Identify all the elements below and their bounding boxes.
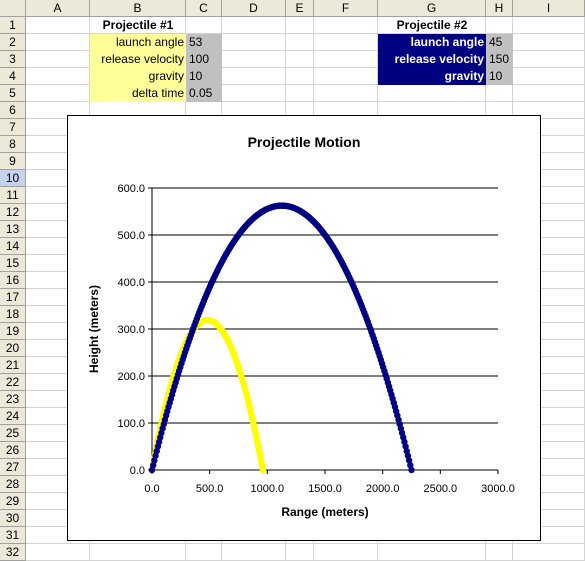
p2-value-launch-angle[interactable]: 45 [486,34,513,51]
grid-line [26,543,585,544]
column-header-h[interactable]: H [486,0,513,17]
y-tick-label: 600.0 [117,183,145,195]
row-header-21[interactable]: 21 [0,357,26,374]
data-point [408,466,415,474]
projectile-motion-chart[interactable]: Projectile Motion 0.0 100.0 200.0 300.0 400.0… [67,115,541,541]
column-header-a[interactable]: A [26,0,90,17]
p1-label-release-velocity[interactable]: release velocity [90,51,186,68]
data-point [407,462,414,469]
p1-value-release-velocity[interactable]: 100 [186,51,222,68]
data-point [259,466,267,474]
p2-value-release-velocity[interactable]: 150 [486,51,513,68]
row-header-24[interactable]: 24 [0,408,26,425]
x-tick-label: 3000.0 [481,483,515,495]
column-header-b[interactable]: B [90,0,186,17]
row-header-10[interactable]: 10 [0,170,26,187]
grid-line [26,67,585,68]
p2-label-launch-angle[interactable]: launch angle [378,34,486,51]
x-axis-label: Range (meters) [281,505,368,519]
p2-value-gravity[interactable]: 10 [486,68,513,85]
x-tick-label: 2500.0 [424,483,458,495]
grid-line [26,50,585,51]
row-header-23[interactable]: 23 [0,391,26,408]
row-header-19[interactable]: 19 [0,323,26,340]
x-tick-label: 1500.0 [308,483,342,495]
p1-value-launch-angle[interactable]: 53 [186,34,222,51]
grid-line [26,33,585,34]
row-header-30[interactable]: 30 [0,510,26,527]
y-tick-label: 300.0 [117,324,145,336]
projectile2-title[interactable]: Projectile #2 [396,18,468,32]
series-1-trajectory [148,316,267,474]
x-tick-label: 500.0 [196,483,224,495]
column-header-d[interactable]: D [222,0,286,17]
chart-title: Projectile Motion [248,134,361,150]
p1-value-delta-time[interactable]: 0.05 [186,85,222,102]
y-tick-label: 400.0 [117,277,145,289]
p2-label-release-velocity[interactable]: release velocity [378,51,486,68]
row-header-27[interactable]: 27 [0,459,26,476]
row-header-28[interactable]: 28 [0,476,26,493]
p2-label-gravity[interactable]: gravity [378,68,486,85]
grid-line [26,101,585,102]
p1-label-launch-angle[interactable]: launch angle [90,34,186,51]
data-point [148,466,156,474]
row-header-14[interactable]: 14 [0,238,26,255]
row-header-13[interactable]: 13 [0,221,26,238]
series-2-trajectory [148,202,415,474]
y-tick-label: 500.0 [117,230,145,242]
column-header-c[interactable]: C [186,0,222,17]
row-header-5[interactable]: 5 [0,85,26,102]
row-header-6[interactable]: 6 [0,102,26,119]
row-header-11[interactable]: 11 [0,187,26,204]
row-header-4[interactable]: 4 [0,68,26,85]
y-tick-label: 200.0 [117,371,145,383]
x-tick-label: 2000.0 [366,483,400,495]
row-header-29[interactable]: 29 [0,493,26,510]
row-header-31[interactable]: 31 [0,527,26,544]
row-header-25[interactable]: 25 [0,425,26,442]
row-header-18[interactable]: 18 [0,306,26,323]
chart-canvas: Projectile Motion 0.0 100.0 200.0 300.0 400.0… [87,134,515,519]
x-tick-label: 0.0 [144,483,159,495]
p1-label-gravity[interactable]: gravity [90,68,186,85]
row-header-9[interactable]: 9 [0,153,26,170]
column-header-g[interactable]: G [378,0,486,17]
row-header-32[interactable]: 32 [0,544,26,561]
row-header-17[interactable]: 17 [0,289,26,306]
y-tick-label: 0.0 [130,465,145,477]
row-header-2[interactable]: 2 [0,34,26,51]
y-axis-label: Height (meters) [87,285,101,373]
row-header-12[interactable]: 12 [0,204,26,221]
row-header-16[interactable]: 16 [0,272,26,289]
column-header-f[interactable]: F [314,0,378,17]
row-header-26[interactable]: 26 [0,442,26,459]
x-tick-label: 1000.0 [251,483,285,495]
projectile1-title[interactable]: Projectile #1 [102,18,174,32]
y-tick-label: 100.0 [117,418,145,430]
column-header-e[interactable]: E [286,0,314,17]
row-header-3[interactable]: 3 [0,51,26,68]
row-header-22[interactable]: 22 [0,374,26,391]
row-header-1[interactable]: 1 [0,17,26,34]
grid-line [26,84,585,85]
column-header-i[interactable]: I [513,0,585,17]
row-header-15[interactable]: 15 [0,255,26,272]
corner-select-all[interactable] [0,0,26,17]
p1-label-delta-time[interactable]: delta time [90,85,186,102]
row-header-20[interactable]: 20 [0,340,26,357]
row-header-7[interactable]: 7 [0,119,26,136]
p1-value-gravity[interactable]: 10 [186,68,222,85]
row-header-8[interactable]: 8 [0,136,26,153]
